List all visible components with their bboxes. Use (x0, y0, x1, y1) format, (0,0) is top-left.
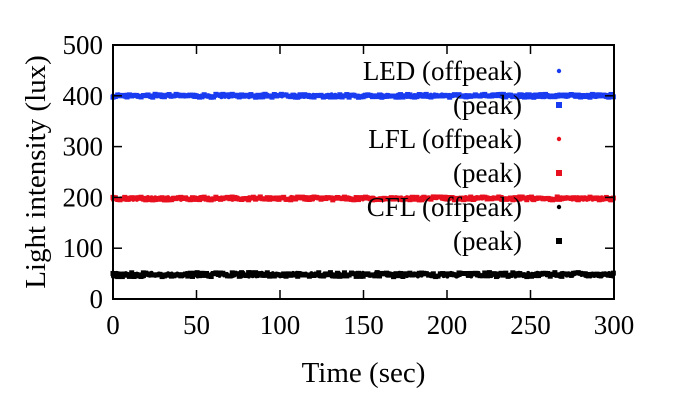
series-5 (110, 270, 616, 280)
x-tick-label: 200 (427, 310, 468, 340)
data-point (126, 273, 132, 279)
data-point (138, 274, 144, 280)
y-tick-label: 200 (63, 182, 104, 212)
data-point (208, 274, 214, 280)
y-tick-label: 400 (63, 81, 104, 111)
legend-label: (peak) (453, 158, 522, 188)
x-tick-label: 50 (183, 310, 210, 340)
data-point (395, 94, 401, 100)
legend-label: (peak) (453, 90, 522, 120)
legend-entry: LED (offpeak) (363, 56, 562, 86)
legend-entry: LFL (offpeak) (368, 124, 562, 154)
ticks-layer: 0 50 100 150 200 250 300 0 100 200 300 400 500 (63, 30, 635, 340)
data-point (341, 270, 347, 276)
x-tick-label: 0 (106, 310, 120, 340)
data-point (503, 270, 509, 276)
data-point (400, 273, 406, 279)
x-tick-label: 100 (260, 310, 301, 340)
y-tick-label: 500 (63, 30, 104, 60)
data-point (606, 94, 612, 100)
data-point (269, 94, 275, 100)
data-point (334, 270, 340, 276)
data-point (117, 271, 123, 277)
legend-marker (556, 136, 562, 142)
series-1 (110, 91, 616, 100)
legend-marker (556, 68, 562, 74)
data-point (344, 92, 350, 98)
data-point (414, 194, 420, 200)
x-tick-label: 250 (510, 310, 551, 340)
data-point (129, 270, 135, 276)
data-point (353, 273, 359, 279)
data-point (372, 273, 378, 279)
data-point (264, 270, 270, 276)
series-3 (110, 194, 616, 203)
legend-marker (556, 238, 562, 244)
data-point (339, 273, 345, 279)
data-point (500, 91, 506, 97)
data-point (236, 273, 242, 279)
legend-label: CFL (offpeak) (367, 192, 522, 222)
legend-entry: (peak) (453, 158, 562, 188)
y-tick-label: 0 (90, 284, 104, 314)
data-point (398, 270, 404, 276)
legend-marker (556, 204, 562, 210)
x-axis-label: Time (sec) (302, 357, 426, 389)
data-point (374, 270, 380, 276)
data-point (479, 273, 485, 279)
data-point (187, 270, 193, 276)
data-point (194, 270, 200, 276)
data-point (211, 94, 217, 100)
legend-marker (556, 170, 562, 176)
legend-entry: CFL (offpeak) (367, 192, 562, 222)
data-point (262, 272, 268, 278)
y-tick-label: 100 (63, 233, 104, 263)
legend-marker (556, 102, 562, 108)
legend-label: (peak) (453, 226, 522, 256)
data-point (484, 273, 490, 279)
y-tick-label: 300 (63, 132, 104, 162)
data-point (419, 197, 425, 203)
data-point (391, 274, 397, 280)
data-point (482, 270, 488, 276)
data-point (507, 272, 513, 278)
data-point (115, 274, 121, 280)
y-axis-label: Light intensity (lux) (20, 55, 52, 289)
legend-entry: (peak) (453, 226, 562, 256)
data-point (491, 271, 497, 277)
data-point (234, 271, 240, 277)
data-point (243, 273, 249, 279)
data-point (493, 274, 499, 280)
data-point (227, 273, 233, 279)
legend-label: LED (offpeak) (363, 56, 522, 86)
data-point (332, 273, 338, 279)
data-point (119, 274, 125, 280)
data-point (260, 94, 266, 100)
x-tick-label: 300 (594, 310, 635, 340)
data-point (587, 94, 593, 100)
legend: LED (offpeak) (peak) LFL (offpeak) (peak) CF… (363, 56, 562, 256)
data-point (552, 270, 558, 276)
legend-entry: (peak) (453, 90, 562, 120)
data-point (430, 271, 436, 277)
data-point (377, 273, 383, 279)
data-point (351, 271, 357, 277)
data-point (545, 270, 551, 276)
data-point (316, 270, 322, 276)
data-point (189, 273, 195, 279)
data-point (185, 273, 191, 279)
legend-label: LFL (offpeak) (368, 124, 522, 154)
data-point (355, 270, 361, 276)
data-point (204, 270, 210, 276)
series-layer (110, 91, 616, 280)
data-point (150, 94, 156, 100)
data-point (327, 270, 333, 276)
data-point (529, 194, 535, 200)
x-tick-label: 150 (343, 310, 384, 340)
